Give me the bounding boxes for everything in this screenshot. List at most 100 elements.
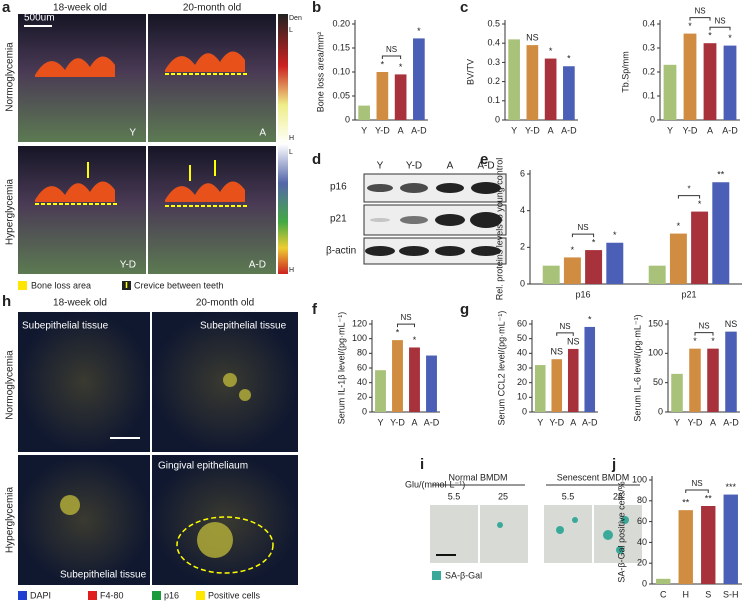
cell-image — [544, 505, 592, 563]
significance-label: * — [396, 328, 400, 338]
significance-label: * — [693, 336, 697, 346]
bar — [606, 242, 624, 284]
teeth — [165, 51, 245, 72]
bracket-label: NS — [691, 479, 702, 488]
crevice-arrow — [87, 160, 216, 181]
stain-image — [18, 312, 150, 452]
x-tick-label: p16 — [575, 289, 590, 299]
bar — [409, 347, 420, 412]
teeth — [35, 181, 115, 202]
y-axis-label: Rel. proteins levels to young control — [494, 158, 504, 301]
row-label: Normoglycemia — [5, 350, 16, 420]
y-tick-label: 0.10 — [332, 66, 350, 76]
bar — [542, 265, 560, 284]
significance-label: * — [613, 230, 617, 240]
bar — [567, 348, 579, 412]
bar — [669, 233, 687, 284]
bar — [725, 331, 737, 412]
y-tick-label: 40 — [637, 537, 647, 547]
bar — [375, 370, 386, 412]
bracket — [709, 26, 731, 31]
legend-label: p16 — [164, 590, 179, 600]
scale-label: 500um — [24, 13, 55, 24]
legend-label: Crevice between teeth — [134, 280, 224, 290]
colorbar-label: H — [289, 135, 294, 142]
panel-letter: c — [460, 0, 468, 16]
y-tick-label: 20 — [637, 558, 647, 568]
significance-label: ** — [682, 498, 690, 508]
bracket-label: NS — [577, 223, 588, 232]
bar — [671, 373, 683, 412]
y-axis-label: Serum IL-6 level/(pg·mL⁻¹) — [632, 314, 642, 421]
x-tick-label: A — [548, 125, 554, 135]
panel-d: Y Y-D A A-D p16 p21 β-actin — [326, 161, 507, 265]
bracket — [677, 195, 701, 199]
y-tick-label: 0 — [658, 406, 663, 416]
conc-label: 25 — [498, 491, 508, 501]
micro-ct-image — [148, 146, 276, 274]
significance-label: ** — [705, 493, 713, 503]
legend-swatch — [432, 571, 441, 580]
y-tick-label: 0.1 — [487, 95, 500, 105]
y-tick-label: 6 — [520, 168, 525, 178]
stain-image — [152, 455, 298, 585]
legend-label: SA-β-Gal — [445, 570, 482, 580]
bar — [508, 39, 520, 120]
y-tick-label: 0.1 — [642, 90, 655, 100]
bar — [584, 326, 596, 412]
y-axis-label: Serum CCL2 level/(pg·mL⁻¹) — [496, 311, 506, 426]
y-tick-label: 0.2 — [642, 66, 655, 76]
bar — [689, 348, 701, 412]
significance-label: * — [571, 245, 575, 255]
x-tick-label: Y-D — [525, 125, 540, 135]
bracket — [556, 332, 574, 336]
bracket-label: * — [687, 185, 690, 194]
bar — [585, 250, 603, 284]
y-tick-label: 80 — [357, 348, 367, 358]
y-tick-label: 10 — [517, 392, 527, 402]
bracket-label: NS — [714, 16, 725, 25]
positive-cells — [60, 373, 251, 558]
x-tick-label: Y — [537, 417, 543, 427]
bar — [663, 64, 677, 120]
stain-image — [18, 455, 150, 585]
legend-label: F4-80 — [100, 590, 124, 600]
group-label: Normal BMDM — [448, 472, 507, 482]
y-axis-label: SA-β-Gal positive cells/% — [616, 481, 626, 582]
y-tick-label: 0 — [642, 578, 647, 588]
legend-swatch — [196, 591, 205, 600]
teeth — [35, 56, 115, 77]
bar — [551, 359, 563, 412]
x-tick-label: Y — [511, 125, 517, 135]
panel-h: 18-week old 20-month old Normoglycemia H… — [5, 298, 298, 600]
bar — [707, 348, 719, 412]
bracket — [689, 17, 711, 21]
significance-label: * — [592, 237, 596, 247]
significance-label: * — [549, 46, 553, 56]
y-tick-label: 0.4 — [487, 38, 500, 48]
stained-cells — [497, 516, 629, 554]
tissue-label: Gingival epitheliaum — [158, 461, 248, 472]
bone-loss-line — [35, 203, 247, 207]
y-tick-label: 0.5 — [487, 18, 500, 28]
cell-image — [480, 505, 528, 563]
y-tick-label: 0.05 — [332, 90, 350, 100]
x-tick-label: Y — [377, 417, 383, 427]
significance-label: NS — [526, 32, 539, 42]
blot-row-label: p16 — [330, 182, 347, 193]
group-label: Senescent BMDM — [557, 472, 630, 482]
micro-ct-image — [18, 146, 146, 274]
significance-label: * — [711, 336, 715, 346]
significance-label: * — [567, 54, 571, 64]
significance-label: * — [698, 199, 702, 209]
bar — [648, 265, 666, 284]
legend-label: Positive cells — [208, 590, 261, 600]
bar — [534, 365, 546, 412]
y-tick-label: 80 — [637, 495, 647, 505]
x-tick-label: A-D — [582, 417, 598, 427]
y-tick-label: 30 — [517, 362, 527, 372]
bar — [544, 58, 557, 120]
teeth — [165, 181, 245, 202]
x-tick-label: Y-D — [549, 417, 564, 427]
